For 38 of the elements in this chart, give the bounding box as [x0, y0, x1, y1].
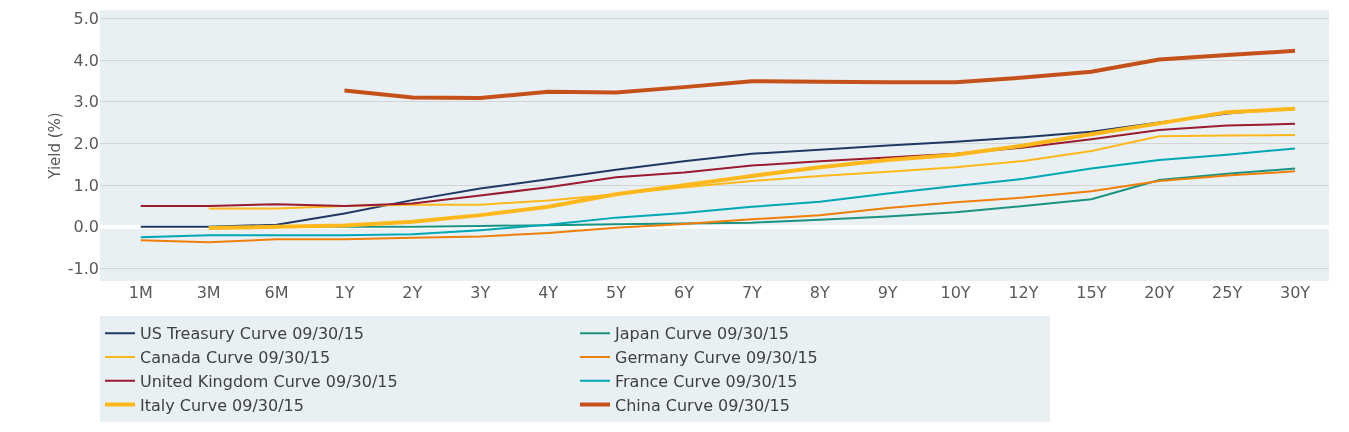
x-tick-label: 9Y: [877, 283, 898, 302]
y-tick-label: 1.0: [73, 175, 99, 195]
legend-label: Italy Curve 09/30/15: [140, 395, 304, 415]
legend-label: United Kingdom Curve 09/30/15: [140, 371, 398, 391]
y-tick-label: 5.0: [73, 8, 99, 28]
x-tick-label: 2Y: [402, 283, 423, 302]
x-tick-label: 1M: [128, 283, 153, 302]
y-tick-label: 3.0: [73, 92, 99, 112]
y-tick-label: 0.0: [73, 217, 99, 237]
line-series: [139, 147, 1297, 239]
x-tick-label: 12Y: [1008, 283, 1039, 302]
line-series: [139, 122, 1297, 207]
line-series: [342, 48, 1298, 100]
line-series: [139, 170, 1297, 244]
y-tick-label: 4.0: [73, 50, 99, 70]
y-axis-title: Yield (%): [46, 112, 64, 180]
legend-label: Japan Curve 09/30/15: [614, 324, 789, 344]
x-tick-label: 3Y: [470, 283, 491, 302]
x-tick-label: 7Y: [741, 283, 763, 302]
y-tick-label: 2.0: [73, 134, 99, 154]
x-tick-label: 6Y: [673, 283, 695, 302]
x-tick-label: 20Y: [1144, 283, 1175, 302]
y-tick-label: -1.0: [67, 259, 99, 279]
legend-label: Canada Curve 09/30/15: [140, 348, 331, 368]
x-tick-label: 8Y: [809, 283, 830, 302]
x-tick-label: 10Y: [940, 283, 971, 302]
x-tick-label: 3M: [196, 283, 221, 302]
x-tick-label: 6M: [264, 283, 289, 302]
x-tick-label: 4Y: [538, 283, 559, 302]
x-tick-label: 1Y: [334, 283, 355, 302]
x-tick-label: 5Y: [606, 283, 627, 302]
x-tick-label: 30Y: [1279, 283, 1311, 302]
legend-label: France Curve 09/30/15: [615, 371, 798, 391]
legend-label: China Curve 09/30/15: [615, 395, 790, 415]
legend-label: Germany Curve 09/30/15: [615, 348, 818, 368]
legend-label: US Treasury Curve 09/30/15: [140, 324, 365, 344]
x-tick-label: 15Y: [1076, 283, 1107, 302]
x-tick-label: 25Y: [1212, 283, 1243, 302]
